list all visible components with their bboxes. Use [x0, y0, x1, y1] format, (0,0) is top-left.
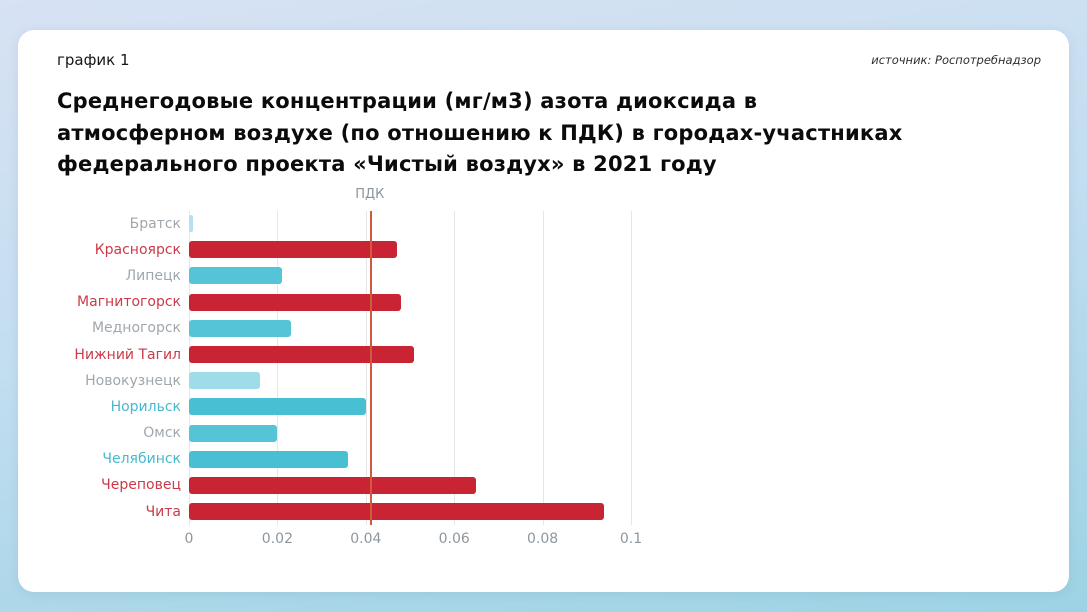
bar-row	[189, 211, 631, 237]
bar-row	[189, 341, 631, 367]
pdk-reference-line	[369, 210, 372, 525]
y-axis-label: Медногорск	[91, 320, 181, 337]
x-tick-label: 0.02	[261, 530, 293, 547]
chart-number-label: график 1	[57, 51, 130, 69]
y-axis-label: Новокузнецк	[85, 372, 181, 389]
y-axis-label: Нижний Тагил	[74, 346, 181, 363]
bar	[189, 319, 291, 337]
x-tick-label: 0.1	[619, 530, 643, 547]
bar-row	[189, 263, 631, 289]
bar	[189, 450, 349, 468]
bar-row	[189, 420, 631, 446]
bar	[189, 241, 397, 259]
chart-title: Среднегодовые концентрации (мг/м3) азота…	[57, 89, 903, 176]
bar-row	[189, 237, 631, 263]
x-axis-labels: 0 0.02 0.04 0.06 0.08 0.1	[185, 530, 643, 551]
source-credit: источник: Роспотребнадзор	[871, 53, 1041, 67]
x-tick-label: 0.04	[350, 530, 382, 547]
gridline	[365, 210, 367, 525]
bar-row	[189, 394, 631, 420]
bar-row	[189, 472, 631, 498]
y-axis-label: Череповец	[101, 477, 181, 494]
bar-chart: Братск Красноярск Липецк Магнитогорск Медног…	[57, 187, 1041, 525]
y-axis-label: Красноярск	[94, 241, 181, 258]
y-axis-labels: Братск Красноярск Липецк Магнитогорск Медног…	[57, 211, 181, 525]
bar	[189, 398, 366, 416]
gridline	[631, 210, 632, 525]
bar-row	[189, 289, 631, 315]
y-axis-label: Братск	[129, 215, 181, 232]
bar	[189, 215, 194, 232]
x-tick-label: 0.06	[438, 530, 470, 547]
y-axis-label: Омск	[143, 425, 181, 442]
bar-row	[189, 368, 631, 394]
bar	[189, 476, 477, 494]
bar	[189, 293, 402, 311]
gridline	[454, 210, 456, 525]
pdk-line-label: ПДК	[355, 186, 385, 202]
gridline	[189, 210, 190, 525]
bar-row	[189, 315, 631, 341]
bar	[189, 372, 260, 390]
plot-area: ПДК	[189, 187, 632, 525]
y-axis-label: Магнитогорск	[77, 294, 181, 311]
bar	[189, 267, 282, 285]
gridline	[542, 210, 544, 525]
x-tick-label: 0.08	[527, 530, 559, 547]
bar	[189, 424, 278, 442]
y-axis-label: Норильск	[110, 398, 181, 415]
bar	[189, 503, 605, 521]
y-axis-label: Липецк	[125, 267, 181, 284]
x-tick-label: 0	[184, 530, 194, 547]
bar-row	[189, 499, 631, 525]
bar-row	[189, 446, 631, 472]
chart-card: график 1 источник: Роспотребнадзор Средн…	[18, 30, 1069, 592]
bar	[189, 345, 415, 363]
gridline	[277, 210, 279, 525]
card-header: график 1 источник: Роспотребнадзор	[57, 51, 1041, 69]
y-axis-label: Челябинск	[102, 451, 181, 468]
y-axis-label: Чита	[145, 503, 181, 520]
